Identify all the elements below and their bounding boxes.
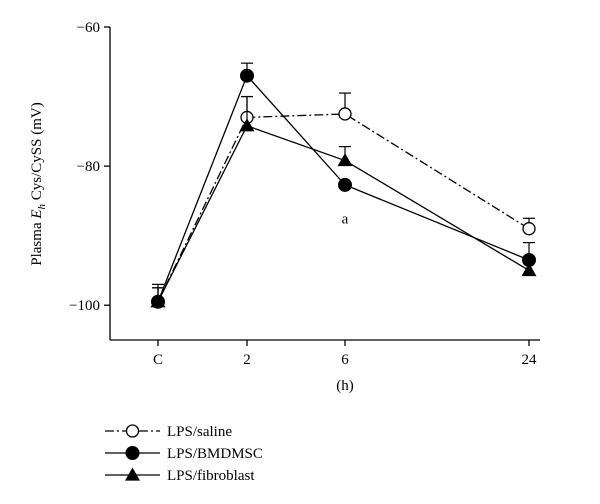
series-line (157, 74, 530, 302)
legend-marker (125, 424, 140, 438)
data-point (337, 153, 353, 167)
annotation-layer: a (342, 211, 349, 227)
y-tick-label: −100 (69, 298, 100, 314)
series-lps-fibroblast (150, 95, 537, 308)
x-tick-label: 6 (341, 352, 349, 368)
data-point (338, 177, 352, 192)
y-axis-label: Plasma Eh Cys/CySS (mV) (29, 102, 48, 265)
legend-marker (125, 467, 140, 481)
y-axis-label-subscript: h (36, 203, 48, 209)
data-point (521, 262, 537, 277)
series-line (157, 124, 530, 303)
axes: −100 −80 −60 C 2 6 24 (69, 20, 540, 368)
legend-item: LPS/saline (105, 424, 232, 440)
series-line (157, 113, 530, 303)
series-layer (150, 62, 537, 309)
legend-label: LPS/fibroblast (167, 468, 255, 484)
data-point (338, 107, 352, 121)
legend-label: LPS/BMDMSC (167, 446, 263, 462)
legend-label: LPS/saline (167, 424, 232, 440)
data-point (522, 222, 536, 236)
data-point (240, 68, 254, 83)
y-tick-label: −60 (77, 20, 100, 36)
legend-item: LPS/fibroblast (105, 467, 255, 484)
y-axis-label-prefix: Plasma (29, 219, 45, 266)
legend: LPS/saline LPS/BMDMSC LPS/fibroblast (105, 424, 263, 484)
x-tick-label: 24 (522, 352, 538, 368)
y-axis-label-italic: E (29, 209, 45, 219)
x-tick-label: 2 (243, 352, 251, 368)
series-lps-bmdmsc (151, 62, 536, 309)
x-tick-label: C (153, 352, 163, 368)
legend-marker (125, 446, 140, 460)
data-point (150, 294, 166, 308)
data-point (239, 118, 255, 132)
annotation-label: a (342, 211, 349, 227)
legend-item: LPS/BMDMSC (105, 446, 263, 462)
x-axis-label: (h) (336, 378, 354, 394)
y-tick-label: −80 (77, 159, 100, 175)
y-axis-label-suffix: Cys/CySS (mV) (29, 102, 45, 204)
